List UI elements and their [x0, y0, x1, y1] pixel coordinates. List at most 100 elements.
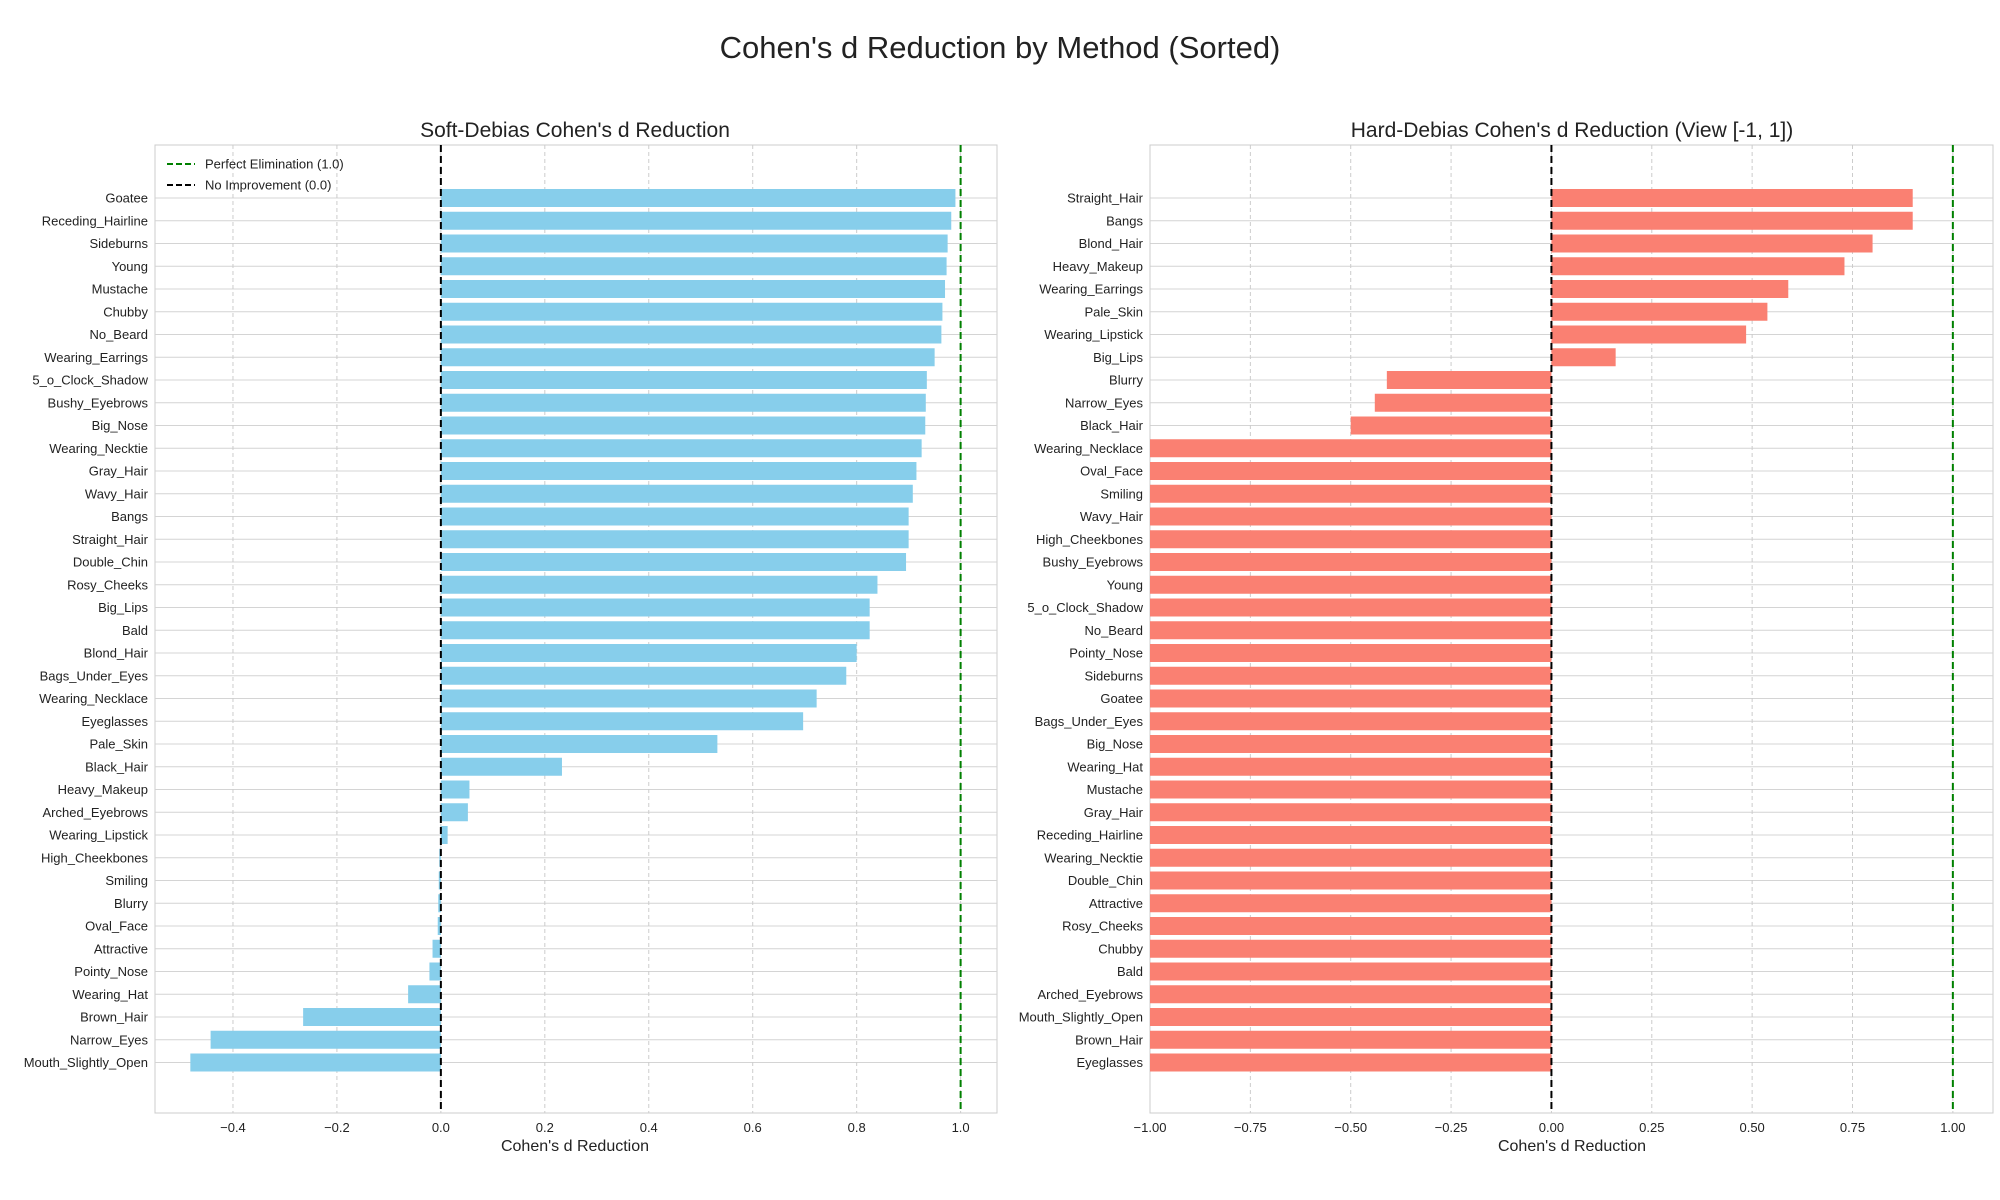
soft-category-label: Mustache — [92, 282, 148, 297]
hard-category-label: Wearing_Hat — [1067, 759, 1143, 774]
hard-category-label: Wearing_Lipstick — [1044, 327, 1143, 342]
soft-bar-blond_hair — [440, 644, 857, 662]
hard-bar-double_chin — [1150, 871, 1552, 890]
hard-category-label: Smiling — [1100, 486, 1143, 501]
hard-bar-arched_eyebrows — [1150, 985, 1552, 1004]
hard-category-label: Bushy_Eyebrows — [1043, 555, 1144, 570]
hard-category-label: Rosy_Cheeks — [1062, 919, 1143, 934]
hard-bar-big_nose — [1150, 735, 1552, 753]
soft-legend: Perfect Elimination (1.0) No Improvement … — [167, 157, 344, 193]
soft-category-label: Mouth_Slightly_Open — [24, 1055, 148, 1070]
hard-debias-title: Hard-Debias Cohen's d Reduction (View [-… — [1351, 119, 1794, 142]
hard-xtick-label: −0.75 — [1234, 1120, 1267, 1135]
hard-debias-plot-area: −1.00 −0.75 −0.50 −0.25 0.00 0.25 0.50 0.75 1.00… — [1019, 144, 1994, 1135]
hard-xtick-label: −0.25 — [1435, 1120, 1468, 1135]
hard-bar-attractive — [1150, 894, 1552, 913]
hard-xtick-label: 1.00 — [1940, 1120, 1965, 1135]
soft-debias-title: Soft-Debias Cohen's d Reduction — [420, 119, 730, 142]
hard-bar-eyeglasses — [1150, 1053, 1552, 1072]
soft-bar-heavy_makeup — [440, 780, 470, 799]
soft-category-label: 5_o_Clock_Shadow — [32, 373, 148, 388]
hard-debias-panel: Hard-Debias Cohen's d Reduction (View [-… — [1019, 119, 1994, 1155]
soft-bar-receding_hairline — [440, 211, 952, 230]
soft-bar-straight_hair — [440, 530, 909, 549]
soft-xtick-label: 0.8 — [848, 1120, 866, 1135]
soft-category-label: Double_Chin — [73, 555, 148, 570]
soft-bar-oval_face — [437, 917, 441, 935]
hard-bar-brown_hair — [1150, 1030, 1552, 1049]
soft-bar-blurry — [438, 894, 441, 913]
soft-bar-rosy_cheeks — [440, 575, 878, 594]
soft-xtick-label: 0.6 — [744, 1120, 762, 1135]
soft-xtick-label: −0.4 — [220, 1120, 246, 1135]
soft-debias-xlabel: Cohen's d Reduction — [501, 1138, 649, 1155]
hard-xtick-label: −1.00 — [1134, 1120, 1167, 1135]
hard-category-label: Eyeglasses — [1077, 1055, 1144, 1070]
soft-category-label: Wearing_Earrings — [44, 350, 148, 365]
soft-debias-panel: Soft-Debias Cohen's d Reduction −0.4 −0.2… — [24, 119, 998, 1155]
hard-category-label: Wavy_Hair — [1080, 509, 1144, 524]
soft-category-label: Bags_Under_Eyes — [40, 668, 149, 683]
hard-bar-chubby — [1150, 939, 1552, 958]
soft-bar-wearing_necklace — [440, 689, 817, 708]
hard-category-label: Gray_Hair — [1084, 805, 1144, 820]
hard-category-label: Blond_Hair — [1079, 236, 1144, 251]
hard-bar-high_cheekbones — [1150, 530, 1552, 549]
hard-category-label: Brown_Hair — [1075, 1032, 1144, 1047]
hard-bar-wearing_necktie — [1150, 848, 1552, 867]
soft-bar-mouth_slightly_open — [190, 1053, 441, 1072]
soft-category-label: Gray_Hair — [89, 464, 149, 479]
soft-category-label: Heavy_Makeup — [58, 782, 148, 797]
hard-category-label: Pale_Skin — [1084, 304, 1143, 319]
soft-category-label: Receding_Hairline — [42, 213, 148, 228]
soft-bar-sideburns — [440, 234, 948, 253]
soft-bar-bald — [440, 621, 870, 640]
soft-category-label: Pale_Skin — [89, 737, 148, 752]
soft-category-label: No_Beard — [89, 327, 148, 342]
hard-xtick-label: 0.75 — [1840, 1120, 1865, 1135]
hard-category-label: Young — [1107, 577, 1143, 592]
soft-debias-plot-area: −0.4 −0.2 0.0 0.2 0.4 0.6 0.8 1.0 Goatee Receding… — [24, 144, 998, 1135]
hard-bar-bushy_eyebrows — [1150, 553, 1552, 571]
hard-category-label: Mustache — [1087, 782, 1143, 797]
soft-category-label: Bushy_Eyebrows — [48, 395, 149, 410]
soft-category-label: Attractive — [94, 941, 148, 956]
hard-bar-bags_under_eyes — [1150, 712, 1552, 731]
hard-bar-pointy_nose — [1150, 644, 1552, 662]
soft-bar-wearing_earrings — [440, 348, 935, 367]
hard-category-label: Big_Nose — [1087, 737, 1143, 752]
hard-category-label: Goatee — [1100, 691, 1143, 706]
hard-xtick-label: 0.50 — [1739, 1120, 1764, 1135]
soft-bar-pointy_nose — [429, 962, 441, 981]
hard-bar-wearing_lipstick — [1551, 325, 1747, 344]
soft-bar-arched_eyebrows — [440, 803, 468, 822]
soft-category-label: Smiling — [105, 873, 148, 888]
soft-bar-big_nose — [440, 416, 926, 435]
soft-bar-wearing_hat — [408, 985, 441, 1004]
hard-bar-rosy_cheeks — [1150, 917, 1552, 935]
hard-bar-mustache — [1150, 780, 1552, 799]
hard-category-label: Big_Lips — [1093, 350, 1143, 365]
hard-bar-receding_hairline — [1150, 826, 1552, 844]
soft-bar-5_o_clock_shadow — [440, 371, 927, 389]
soft-category-label: Sideburns — [89, 236, 148, 251]
soft-category-label: Black_Hair — [85, 759, 149, 774]
soft-xtick-label: −0.2 — [324, 1120, 350, 1135]
soft-xtick-label: 0.0 — [432, 1120, 450, 1135]
soft-bar-eyeglasses — [440, 712, 804, 731]
hard-category-label: Sideburns — [1084, 668, 1143, 683]
soft-bar-no_beard — [440, 325, 942, 344]
hard-category-label: Heavy_Makeup — [1053, 259, 1143, 274]
soft-legend-label: No Improvement (0.0) — [205, 178, 331, 193]
soft-category-label: Arched_Eyebrows — [43, 805, 149, 820]
soft-category-label: Wearing_Hat — [72, 987, 148, 1002]
hard-bar-5_o_clock_shadow — [1150, 598, 1552, 617]
soft-bar-attractive — [432, 939, 441, 958]
hard-bar-no_beard — [1150, 621, 1552, 640]
hard-debias-xlabel: Cohen's d Reduction — [1498, 1138, 1646, 1155]
hard-xtick-label: −0.50 — [1334, 1120, 1367, 1135]
soft-bar-mustache — [440, 280, 946, 298]
hard-bar-straight_hair — [1551, 189, 1913, 207]
soft-category-label: Wearing_Lipstick — [49, 828, 148, 843]
soft-category-label: Eyeglasses — [82, 714, 149, 729]
